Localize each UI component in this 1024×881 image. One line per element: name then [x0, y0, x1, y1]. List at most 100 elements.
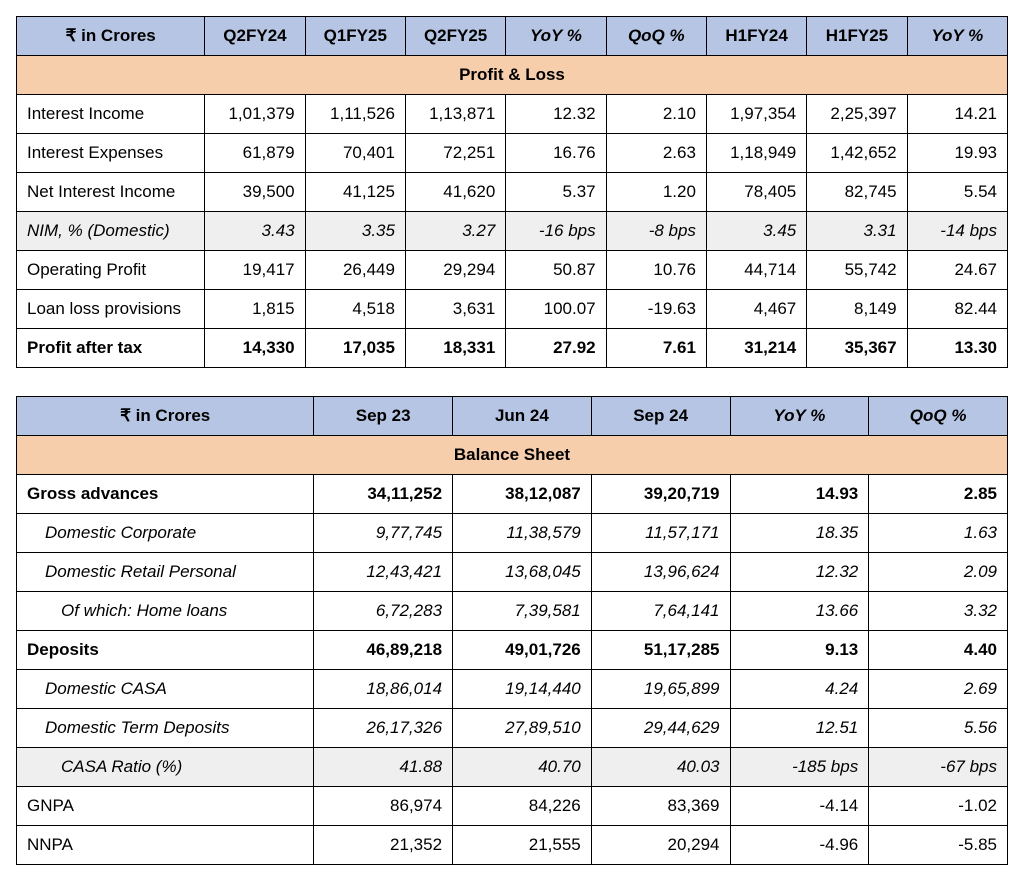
pl-cell: 3,631	[405, 290, 505, 329]
bs-row-label: Domestic CASA	[17, 670, 314, 709]
bs-cell: 7,64,141	[591, 592, 730, 631]
pl-row-label: Loan loss provisions	[17, 290, 205, 329]
bs-cell: 38,12,087	[453, 475, 592, 514]
pl-cell: 2.10	[606, 95, 706, 134]
pl-row: Profit after tax14,33017,03518,33127.927…	[17, 329, 1008, 368]
pl-cell: 12.32	[506, 95, 606, 134]
balance-sheet-table: ₹ in Crores Sep 23 Jun 24 Sep 24 YoY % Q…	[16, 396, 1008, 865]
bs-cell: 83,369	[591, 787, 730, 826]
pl-cell: 78,405	[706, 173, 806, 212]
bs-cell: 29,44,629	[591, 709, 730, 748]
pl-h7: H1FY25	[807, 17, 907, 56]
pl-cell: 1,01,379	[205, 95, 305, 134]
pl-h5: QoQ %	[606, 17, 706, 56]
bs-section-title: Balance Sheet	[17, 436, 1008, 475]
pl-cell: 35,367	[807, 329, 907, 368]
pl-cell: 14.21	[907, 95, 1007, 134]
bs-h4: YoY %	[730, 397, 869, 436]
bs-row-label: Of which: Home loans	[17, 592, 314, 631]
bs-cell: -185 bps	[730, 748, 869, 787]
bs-row: Gross advances34,11,25238,12,08739,20,71…	[17, 475, 1008, 514]
pl-row-label: Operating Profit	[17, 251, 205, 290]
bs-cell: 11,57,171	[591, 514, 730, 553]
bs-cell: 19,14,440	[453, 670, 592, 709]
pl-h1: Q2FY24	[205, 17, 305, 56]
pl-cell: 1,11,526	[305, 95, 405, 134]
bs-section-title-row: Balance Sheet	[17, 436, 1008, 475]
pl-row: Net Interest Income39,50041,12541,6205.3…	[17, 173, 1008, 212]
pl-cell: 2.63	[606, 134, 706, 173]
bs-row: Domestic CASA18,86,01419,14,44019,65,899…	[17, 670, 1008, 709]
bs-row: CASA Ratio (%)41.8840.7040.03-185 bps-67…	[17, 748, 1008, 787]
bs-row: Deposits46,89,21849,01,72651,17,2859.134…	[17, 631, 1008, 670]
pl-row: Interest Expenses61,87970,40172,25116.76…	[17, 134, 1008, 173]
bs-row-label: Domestic Retail Personal	[17, 553, 314, 592]
pl-section-title: Profit & Loss	[17, 56, 1008, 95]
bs-h0: ₹ in Crores	[17, 397, 314, 436]
pl-cell: 26,449	[305, 251, 405, 290]
bs-cell: 40.70	[453, 748, 592, 787]
pl-cell: 41,125	[305, 173, 405, 212]
bs-body: Balance Sheet Gross advances34,11,25238,…	[17, 436, 1008, 865]
bs-cell: 21,352	[314, 826, 453, 865]
bs-cell: -5.85	[869, 826, 1008, 865]
bs-cell: 12.51	[730, 709, 869, 748]
pl-cell: 29,294	[405, 251, 505, 290]
pl-cell: 4,467	[706, 290, 806, 329]
bs-row-label: NNPA	[17, 826, 314, 865]
bs-cell: 46,89,218	[314, 631, 453, 670]
bs-cell: 2.85	[869, 475, 1008, 514]
pl-row: Interest Income1,01,3791,11,5261,13,8711…	[17, 95, 1008, 134]
pl-cell: 4,518	[305, 290, 405, 329]
pl-cell: 1,18,949	[706, 134, 806, 173]
pl-cell: 3.27	[405, 212, 505, 251]
pl-cell: 18,331	[405, 329, 505, 368]
bs-cell: 13,96,624	[591, 553, 730, 592]
pl-cell: 5.37	[506, 173, 606, 212]
pl-h4: YoY %	[506, 17, 606, 56]
pl-cell: 24.67	[907, 251, 1007, 290]
pl-section-title-row: Profit & Loss	[17, 56, 1008, 95]
bs-cell: 40.03	[591, 748, 730, 787]
pl-row-label: Profit after tax	[17, 329, 205, 368]
pl-cell: -8 bps	[606, 212, 706, 251]
bs-cell: 4.40	[869, 631, 1008, 670]
bs-row-label: Domestic Term Deposits	[17, 709, 314, 748]
bs-cell: 86,974	[314, 787, 453, 826]
bs-row: GNPA86,97484,22683,369-4.14-1.02	[17, 787, 1008, 826]
pl-body: Profit & Loss Interest Income1,01,3791,1…	[17, 56, 1008, 368]
pl-row-label: Interest Expenses	[17, 134, 205, 173]
bs-cell: 1.63	[869, 514, 1008, 553]
pl-cell: 1,42,652	[807, 134, 907, 173]
bs-cell: 5.56	[869, 709, 1008, 748]
pl-cell: -16 bps	[506, 212, 606, 251]
pl-cell: 8,149	[807, 290, 907, 329]
pl-h3: Q2FY25	[405, 17, 505, 56]
bs-cell: 7,39,581	[453, 592, 592, 631]
pl-cell: 3.45	[706, 212, 806, 251]
pl-cell: 70,401	[305, 134, 405, 173]
bs-cell: -1.02	[869, 787, 1008, 826]
pl-cell: 10.76	[606, 251, 706, 290]
pl-cell: 14,330	[205, 329, 305, 368]
pl-row: Loan loss provisions1,8154,5183,631100.0…	[17, 290, 1008, 329]
bs-cell: -4.96	[730, 826, 869, 865]
pl-cell: 7.61	[606, 329, 706, 368]
bs-cell: 41.88	[314, 748, 453, 787]
pl-cell: 5.54	[907, 173, 1007, 212]
pl-cell: 44,714	[706, 251, 806, 290]
pl-cell: 19,417	[205, 251, 305, 290]
pl-row-label: Interest Income	[17, 95, 205, 134]
pl-h6: H1FY24	[706, 17, 806, 56]
pl-cell: 3.43	[205, 212, 305, 251]
pl-row-label: Net Interest Income	[17, 173, 205, 212]
pl-h2: Q1FY25	[305, 17, 405, 56]
bs-row: Of which: Home loans6,72,2837,39,5817,64…	[17, 592, 1008, 631]
pl-cell: 2,25,397	[807, 95, 907, 134]
pl-cell: 55,742	[807, 251, 907, 290]
bs-cell: 27,89,510	[453, 709, 592, 748]
bs-cell: 51,17,285	[591, 631, 730, 670]
bs-header-row: ₹ in Crores Sep 23 Jun 24 Sep 24 YoY % Q…	[17, 397, 1008, 436]
pl-cell: 1.20	[606, 173, 706, 212]
bs-cell: 26,17,326	[314, 709, 453, 748]
